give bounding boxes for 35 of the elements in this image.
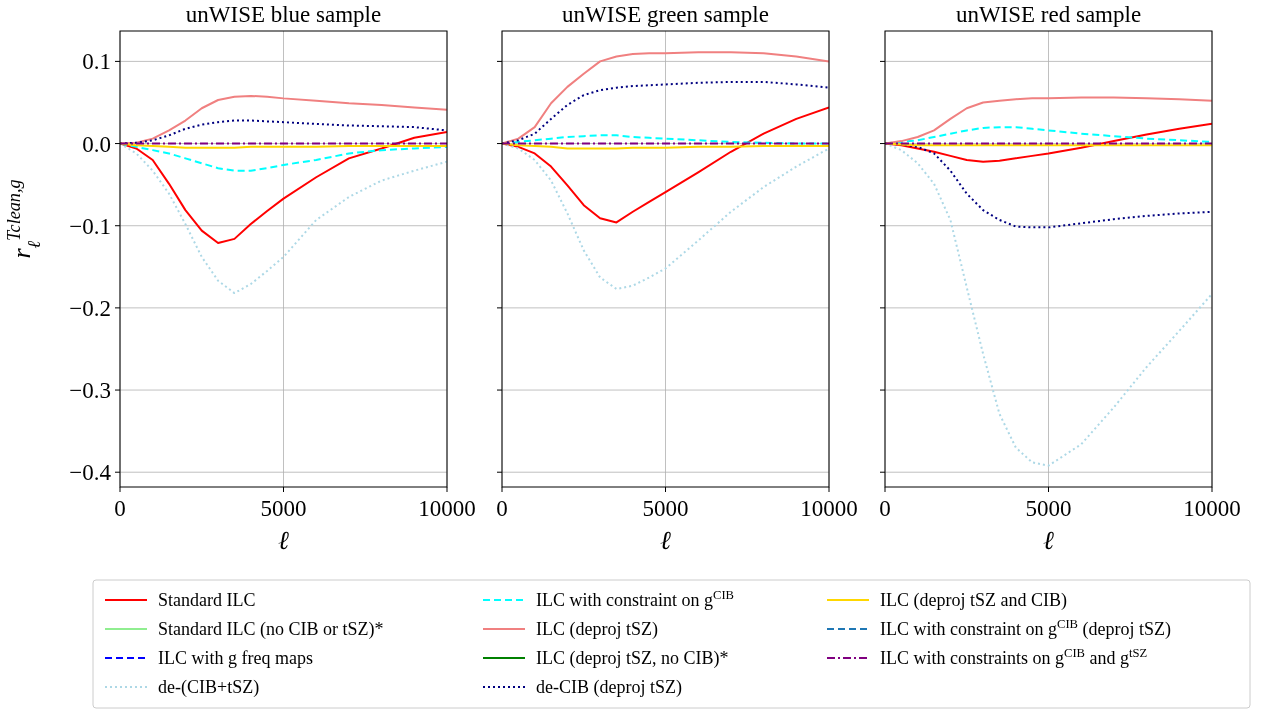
y-tick-label: −0.2: [69, 295, 111, 321]
line-series: [120, 94, 447, 145]
legend-label: ILC (deproj tSZ): [536, 619, 658, 640]
chart-title: unWISE red sample: [955, 2, 1142, 27]
x-tick-label: 0: [496, 496, 508, 521]
legend-label: ILC (deproj tSZ and CIB): [880, 590, 1067, 611]
line-series: [120, 131, 447, 244]
chart-title: unWISE blue sample: [185, 2, 382, 27]
y-tick-label: −0.3: [69, 378, 111, 404]
x-axis-title: ℓ: [278, 526, 290, 555]
legend-label: Standard ILC: [158, 590, 256, 610]
legend-label: Standard ILC (no CIB or tSZ)*: [158, 619, 384, 640]
y-tick-label: 0.0: [82, 131, 111, 157]
line-series: [120, 119, 447, 145]
y-tick-label: −0.4: [69, 460, 112, 486]
legend-label: ILC (deproj tSZ, no CIB)*: [536, 648, 729, 669]
x-tick-label: 10000: [418, 496, 476, 521]
x-axis-title: ℓ: [660, 526, 672, 555]
x-axis-title: ℓ: [1043, 526, 1055, 555]
x-tick-label: 5000: [1025, 496, 1072, 521]
x-tick-label: 5000: [260, 496, 307, 521]
y-tick-label: 0.1: [82, 49, 111, 75]
x-tick-label: 5000: [642, 496, 689, 521]
x-tick-label: 0: [114, 496, 126, 521]
legend-label: de-(CIB+tSZ): [158, 677, 260, 698]
x-tick-label: 10000: [1183, 496, 1241, 521]
legend-label: ILC with constraints on g$^{CIB}$ and g$^{tSZ}$: [880, 646, 1148, 668]
legend-label: ILC with g freq maps: [158, 648, 313, 668]
x-tick-label: 0: [879, 496, 891, 521]
legend-label: de-CIB (deproj tSZ): [536, 677, 682, 698]
y-tick-label: −0.1: [69, 213, 111, 239]
x-tick-label: 10000: [800, 496, 858, 521]
legend-label: ILC with constraint on g$^{CIB}$ (deproj tSZ): [880, 617, 1171, 640]
chart-title: unWISE green sample: [562, 2, 769, 27]
legend-label: ILC with constraint on g$^{CIB}$: [536, 588, 734, 610]
